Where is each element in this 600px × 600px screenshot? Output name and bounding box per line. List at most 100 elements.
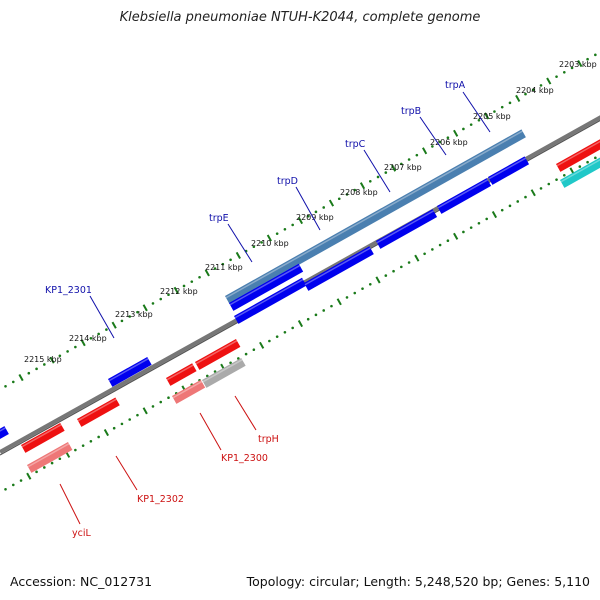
gene-label-trpE[interactable]: trpE <box>209 213 229 224</box>
ring-dot <box>136 310 139 314</box>
trp-operon-band[interactable] <box>225 129 526 304</box>
gene-label-KP1_2300[interactable]: KP1_2300 <box>221 453 268 464</box>
tick-label: 2206 kbp <box>430 138 468 147</box>
ring-dot <box>555 178 558 181</box>
trpB-gene[interactable] <box>376 209 438 249</box>
edge-reverse-gene-body <box>556 139 600 172</box>
ring-dot <box>213 267 217 270</box>
ring-dot <box>275 335 279 338</box>
ring-dot <box>4 487 7 491</box>
KP1-2302-gene-shine <box>77 398 117 422</box>
ring-dot <box>221 262 225 266</box>
KP1-2300-gene-body <box>195 338 241 370</box>
ring-dot <box>368 283 372 286</box>
inner-dotted-ring <box>4 156 597 491</box>
gene-labels: trpA trpB trpC trpD trpE KP1_2301 trpH KP1_2300… <box>45 80 491 539</box>
ring-dot <box>376 175 380 179</box>
ring-dot <box>306 317 310 321</box>
gene-label-trpH[interactable]: trpH <box>258 434 279 445</box>
ring-dot <box>345 193 349 196</box>
ring-tick <box>49 356 55 364</box>
ring-dot <box>500 105 504 109</box>
edge-cyan-gene-body <box>560 157 600 188</box>
trpH-gene-body <box>202 357 246 388</box>
ring-tick <box>336 298 342 306</box>
ring-dot <box>74 448 77 452</box>
label-leader-line <box>462 91 491 133</box>
gene-label-KP1_2301[interactable]: KP1_2301 <box>45 285 92 296</box>
ring-dot <box>330 304 333 308</box>
trpB-gene-shine <box>376 210 435 244</box>
gene-label-trpD[interactable]: trpD <box>277 176 298 187</box>
ring-tick <box>546 77 552 85</box>
ring-dot <box>469 226 473 229</box>
ring-tick <box>235 251 241 259</box>
topology-text: Topology: circular; Length: 5,248,520 bp… <box>246 574 590 589</box>
ring-tick <box>453 129 459 137</box>
ring-tick <box>375 276 381 284</box>
ring-dot <box>438 243 442 247</box>
ring-tick <box>103 429 109 437</box>
KP1-2300-a-gene[interactable] <box>166 363 197 386</box>
trpA-gene[interactable] <box>437 178 492 214</box>
trpH-gene[interactable] <box>202 357 246 388</box>
gene-features[interactable] <box>0 129 600 473</box>
KP1-2302-gene[interactable] <box>77 397 120 427</box>
ring-dot <box>66 350 69 353</box>
KP1-2300-gene[interactable] <box>195 338 241 370</box>
ring-dot <box>58 354 62 358</box>
edge-cyan-gene[interactable] <box>560 151 600 188</box>
trpD-forward[interactable] <box>234 277 307 324</box>
ring-dot <box>469 123 473 126</box>
ring-dot <box>128 315 131 318</box>
ring-dot <box>462 230 465 234</box>
gene-label-yciL[interactable]: yciL <box>72 528 91 539</box>
edge-reverse-gene[interactable] <box>556 135 600 172</box>
tick-label: 2205 kbp <box>473 112 511 121</box>
label-leader-line <box>295 186 321 231</box>
trpC-gene[interactable] <box>304 246 374 291</box>
gene-label-trpC[interactable]: trpC <box>345 139 366 150</box>
gene-label-trpB[interactable]: trpB <box>401 106 421 117</box>
KP1-2301-gene-body <box>108 356 152 387</box>
label-leader-line <box>234 395 257 431</box>
trpA-gene-shine <box>437 179 489 209</box>
ring-dot <box>508 101 512 105</box>
ring-dot <box>547 182 551 186</box>
trpH-gene-shine <box>202 359 243 383</box>
edge-forward-gene-shine <box>0 427 6 432</box>
ring-dot <box>415 153 419 157</box>
trp-end-gene[interactable] <box>488 156 530 185</box>
ring-dot <box>151 405 155 408</box>
ring-tick <box>491 210 498 219</box>
accession-text: Accession: NC_012731 <box>10 574 153 589</box>
ring-dot <box>58 457 62 461</box>
ring-dot <box>283 227 287 231</box>
KP1-2300-a-gene-body <box>166 363 197 386</box>
ring-tick <box>297 217 304 225</box>
ring-tick <box>111 321 117 329</box>
trpE-gene[interactable] <box>229 263 304 311</box>
ring-dot <box>423 252 426 256</box>
yciL-gene[interactable] <box>21 422 65 453</box>
KP1-2300-pseudo[interactable] <box>172 379 206 404</box>
edge-cyan-gene-shine <box>560 158 600 183</box>
edge-forward-gene[interactable] <box>0 426 9 440</box>
ring-tick <box>259 341 265 349</box>
ring-dot <box>407 261 411 264</box>
trp-end-gene-body <box>488 156 530 185</box>
ring-dot <box>159 297 163 301</box>
gene-label-KP1_2302[interactable]: KP1_2302 <box>137 494 184 505</box>
KP1-2302-gene-body <box>77 397 120 427</box>
ring-dot <box>322 206 326 209</box>
ring-tick <box>484 112 490 120</box>
yciL-pseudo[interactable] <box>27 441 73 473</box>
ring-tick <box>26 472 32 480</box>
ring-dot <box>516 200 520 203</box>
gene-label-trpA[interactable]: trpA <box>445 80 466 91</box>
label-leader-line <box>227 223 253 263</box>
edge-reverse-gene-shine <box>556 140 600 167</box>
KP1-2301-gene[interactable] <box>108 356 152 387</box>
KP1-2300-a-gene-shine <box>166 364 194 381</box>
